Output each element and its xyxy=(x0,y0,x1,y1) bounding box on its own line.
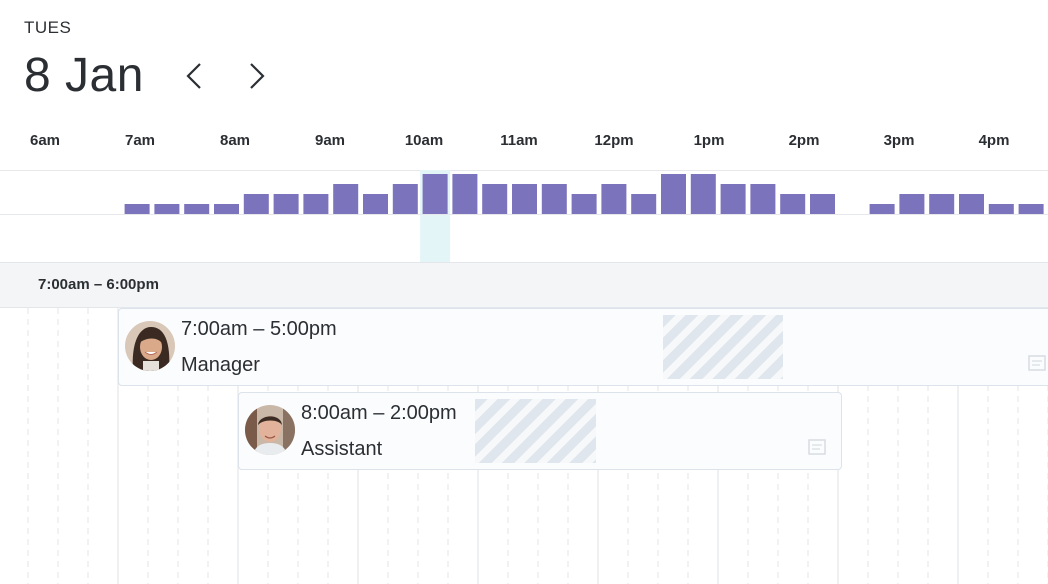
chevron-right-icon xyxy=(250,63,265,89)
shift-role: Manager xyxy=(181,354,260,376)
histogram-bar xyxy=(780,194,806,214)
histogram-bar xyxy=(512,184,537,214)
hour-label-12pm: 12pm xyxy=(594,132,634,149)
histogram-bar xyxy=(720,184,746,214)
histogram-bar xyxy=(601,184,627,214)
day-of-week: TUES xyxy=(24,18,72,37)
histogram-bar xyxy=(631,194,657,214)
hour-label-6am: 6am xyxy=(29,132,61,149)
avatar xyxy=(245,405,295,455)
shift-time: 8:00am – 2:00pm xyxy=(301,402,457,424)
histogram-bar xyxy=(899,194,925,214)
histogram-bar xyxy=(929,194,955,214)
hour-label-8am: 8am xyxy=(219,132,251,149)
shift-time: 7:00am – 5:00pm xyxy=(181,318,337,340)
histogram-bar xyxy=(154,204,180,214)
shift-role: Assistant xyxy=(301,438,383,460)
avatar-man-icon xyxy=(245,405,295,455)
histogram-bar xyxy=(184,204,210,214)
histogram-bar xyxy=(273,194,299,214)
prev-day-button[interactable] xyxy=(180,58,208,94)
histogram-bar xyxy=(1018,204,1044,214)
histogram-bar xyxy=(571,194,597,214)
avatar-woman-icon xyxy=(125,321,175,371)
hour-label-10am: 10am xyxy=(404,132,444,149)
histogram-bar xyxy=(959,194,984,214)
next-day-button[interactable] xyxy=(243,58,271,94)
histogram-bar xyxy=(422,174,448,214)
histogram-top-rule xyxy=(0,170,1048,171)
break-block xyxy=(475,399,596,463)
histogram-bar xyxy=(214,204,239,214)
shift-assistant[interactable]: 8:00am – 2:00pm Assistant xyxy=(238,392,842,470)
histogram-bar xyxy=(810,194,835,214)
histogram-bar xyxy=(124,204,150,214)
hour-label-3pm: 3pm xyxy=(883,132,915,149)
histogram-bar xyxy=(541,184,567,214)
hour-label-11am: 11am xyxy=(500,132,538,149)
avatar xyxy=(125,321,175,371)
histogram-bar xyxy=(452,174,478,214)
opening-hours-label: 7:00am – 6:00pm xyxy=(38,276,159,293)
shift-manager[interactable]: 7:00am – 5:00pm Manager xyxy=(118,308,1048,386)
histogram-bar xyxy=(869,204,895,214)
histogram-bar xyxy=(661,174,686,214)
histogram-bar xyxy=(303,194,329,214)
hour-label-2pm: 2pm xyxy=(788,132,820,149)
note-icon xyxy=(808,439,826,455)
histogram-bar xyxy=(690,174,716,214)
hour-label-9am: 9am xyxy=(314,132,346,149)
hour-label-7am: 7am xyxy=(124,132,156,149)
histogram-bar xyxy=(333,184,359,214)
hour-label-4pm: 4pm xyxy=(978,132,1010,149)
histogram-bar xyxy=(750,184,776,214)
histogram-bar xyxy=(363,194,388,214)
histogram-bar xyxy=(988,204,1014,214)
histogram-bar xyxy=(482,184,508,214)
opening-hours-band: 7:00am – 6:00pm xyxy=(0,262,1048,308)
staffing-histogram xyxy=(0,170,1048,262)
note-icon xyxy=(1028,355,1046,371)
hour-label-1pm: 1pm xyxy=(693,132,725,149)
break-block xyxy=(663,315,783,379)
chevron-left-icon xyxy=(186,63,201,89)
histogram-bar xyxy=(243,194,269,214)
histogram-bar xyxy=(392,184,418,214)
date-title: 8 Jan xyxy=(24,49,144,102)
